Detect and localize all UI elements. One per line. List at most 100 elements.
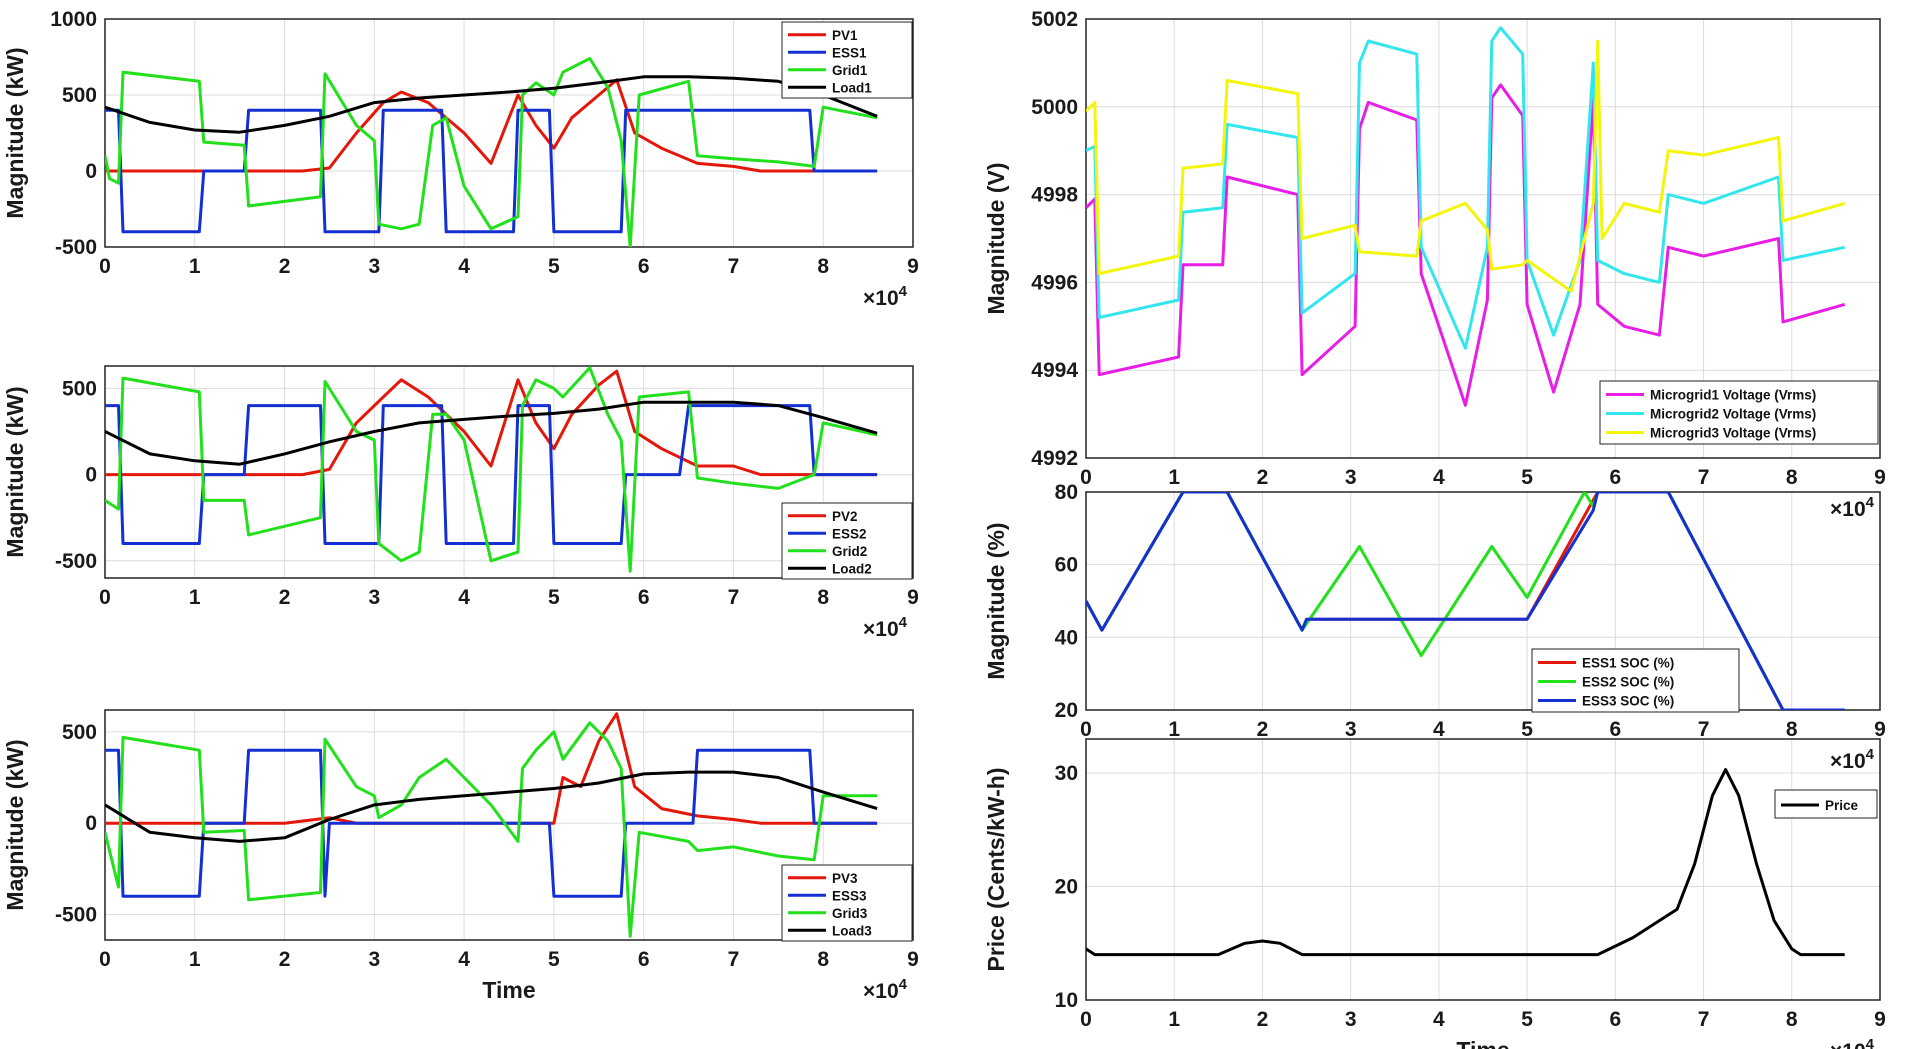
x-axis-label: Time	[1456, 1037, 1509, 1049]
x-tick-label: 7	[728, 586, 740, 609]
series-line-microgrid3-voltage-vrms-	[1086, 39, 1846, 293]
y-axis-label: Magnitude (kW)	[2, 739, 28, 910]
y-tick-label: 500	[62, 721, 97, 744]
legend-entry: Load2	[832, 561, 872, 576]
x-tick-label: 2	[279, 255, 291, 278]
series-line-pv3	[105, 712, 878, 825]
legend: PV1 ESS1 Grid1 Load1	[781, 21, 913, 99]
x-exponent-label: ×104	[1830, 746, 1875, 773]
axes-frame	[104, 709, 914, 941]
x-tick-label: 6	[1609, 466, 1621, 489]
series-line-pv1	[105, 78, 878, 173]
series-line-ess2-soc-	[1086, 492, 1845, 710]
y-tick-label: 4998	[1031, 184, 1078, 207]
x-tick-label: 2	[1257, 718, 1269, 741]
x-tick-label: 1	[189, 586, 201, 609]
x-tick-label: 7	[1698, 718, 1710, 741]
y-axis-label: Magnitude (%)	[983, 522, 1009, 679]
x-tick-label: 1	[1168, 1008, 1180, 1031]
legend-entry: ESS3	[832, 888, 867, 903]
axes-frame	[104, 365, 914, 579]
x-tick-label: 4	[458, 255, 470, 278]
x-tick-label: 3	[1345, 1008, 1357, 1031]
y-tick-label: 5000	[1031, 96, 1078, 119]
y-tick-label: 5002	[1031, 8, 1078, 31]
series-line-load3	[105, 770, 878, 843]
x-exponent-label: ×104	[863, 283, 908, 310]
y-tick-label: 0	[85, 160, 97, 183]
x-tick-label: 2	[1257, 1008, 1269, 1031]
legend-entry: PV1	[832, 28, 858, 43]
axes-frame	[1085, 738, 1881, 1001]
legend-entry: ESS1 SOC (%)	[1582, 656, 1674, 671]
axes-frame	[1085, 18, 1881, 459]
x-tick-label: 5	[1521, 466, 1533, 489]
legend-entry: ESS2 SOC (%)	[1582, 675, 1674, 690]
legend-entry: ESS1	[832, 45, 867, 60]
legend-entry: Grid2	[832, 544, 867, 559]
y-axis-label: Magnitude (V)	[983, 162, 1009, 314]
series-line-price	[1086, 768, 1845, 957]
x-tick-label: 7	[1698, 1008, 1710, 1031]
y-tick-label: 30	[1055, 762, 1078, 785]
x-tick-label: 4	[458, 948, 470, 971]
legend-entry: ESS2	[832, 526, 867, 541]
legend: PV3 ESS3 Grid3 Load3	[781, 864, 913, 942]
x-tick-label: 8	[817, 586, 829, 609]
legend-entry: Price	[1825, 798, 1859, 813]
series-line-microgrid2-voltage-vrms-	[1086, 26, 1846, 350]
y-tick-label: -500	[55, 550, 97, 573]
legend-entry: PV3	[832, 871, 858, 886]
x-tick-label: 1	[189, 948, 201, 971]
x-tick-label: 8	[1786, 466, 1798, 489]
x-tick-label: 5	[548, 586, 560, 609]
y-tick-label: 10	[1055, 989, 1078, 1012]
y-tick-label: 4996	[1031, 271, 1078, 294]
x-axis-label: Time	[482, 977, 535, 1003]
x-tick-label: 9	[907, 255, 919, 278]
x-tick-label: 6	[638, 586, 650, 609]
x-tick-label: 7	[728, 255, 740, 278]
y-tick-label: 1000	[50, 8, 97, 31]
x-tick-label: 3	[368, 586, 380, 609]
y-tick-label: 4992	[1031, 447, 1078, 470]
y-tick-label: 4994	[1031, 359, 1078, 382]
x-tick-label: 5	[1521, 1008, 1533, 1031]
x-tick-label: 8	[1786, 1008, 1798, 1031]
series-line-load2	[105, 400, 878, 466]
x-tick-label: 7	[728, 948, 740, 971]
x-tick-label: 8	[817, 948, 829, 971]
x-tick-label: 1	[1168, 718, 1180, 741]
axes-frame	[104, 18, 914, 248]
legend-entry: Microgrid1 Voltage (Vrms)	[1650, 388, 1816, 403]
x-tick-label: 2	[279, 586, 291, 609]
y-tick-label: 0	[85, 464, 97, 487]
series-line-microgrid1-voltage-vrms-	[1086, 83, 1846, 407]
x-tick-label: 0	[99, 586, 111, 609]
x-tick-label: 6	[638, 948, 650, 971]
x-tick-label: 6	[1609, 718, 1621, 741]
x-tick-label: 1	[189, 255, 201, 278]
legend-entry: Load3	[832, 923, 872, 938]
x-tick-label: 0	[99, 948, 111, 971]
legend-entry: Grid1	[832, 63, 868, 78]
y-tick-label: 60	[1055, 554, 1078, 577]
legend: Microgrid1 Voltage (Vrms) Microgrid2 Volt…	[1599, 380, 1879, 445]
series-line-ess3	[105, 748, 878, 898]
legend: Price	[1774, 789, 1878, 819]
legend-entry: Grid3	[832, 906, 868, 921]
y-tick-label: 40	[1055, 626, 1078, 649]
x-tick-label: 9	[907, 948, 919, 971]
x-tick-label: 4	[458, 586, 470, 609]
y-tick-label: 500	[62, 377, 97, 400]
y-axis-label: Magnitude (kW)	[2, 386, 28, 557]
x-tick-label: 6	[1609, 1008, 1621, 1031]
axes-frame	[1085, 491, 1881, 711]
x-tick-label: 7	[1698, 466, 1710, 489]
x-tick-label: 5	[1521, 718, 1533, 741]
x-exponent-label: ×104	[863, 614, 908, 641]
x-tick-label: 3	[1345, 718, 1357, 741]
